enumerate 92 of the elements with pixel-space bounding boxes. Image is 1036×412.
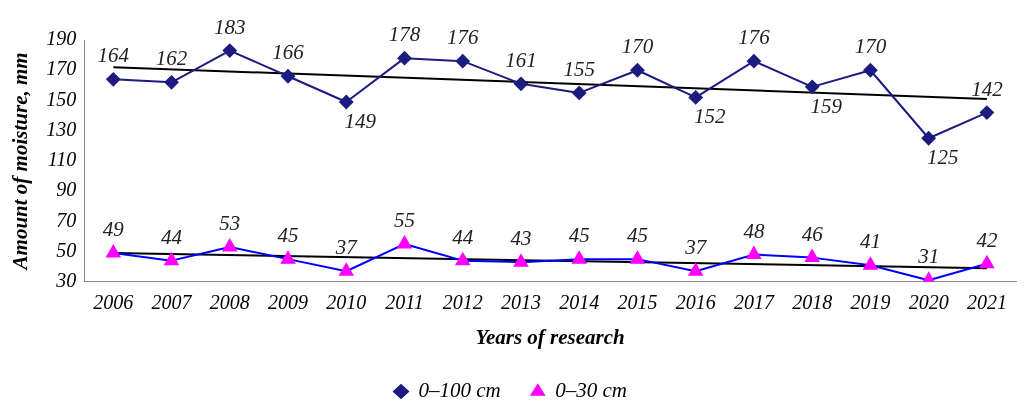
point [688, 263, 703, 276]
x-tick-label: 2015 [617, 291, 658, 314]
point [805, 79, 820, 94]
data-label: 45 [626, 223, 648, 248]
data-label: 125 [926, 145, 959, 170]
point [746, 246, 761, 260]
point [455, 252, 470, 266]
point [805, 249, 820, 263]
point [630, 251, 645, 264]
data-label: 166 [272, 40, 305, 65]
x-tick-label: 2017 [733, 291, 775, 314]
data-label: 170 [854, 34, 887, 59]
data-label: 42 [976, 227, 998, 252]
x-tick-label: 2006 [93, 291, 134, 314]
x-tick-label: 2021 [966, 291, 1007, 314]
y-tick-label: 190 [46, 27, 77, 50]
y-tick-label: 150 [46, 87, 77, 110]
x-tick-label: 2014 [559, 291, 600, 314]
point [572, 85, 587, 100]
point [513, 254, 529, 267]
point [339, 263, 354, 276]
point [397, 51, 412, 66]
data-label: 159 [810, 93, 843, 118]
data-label: 142 [971, 76, 1004, 101]
x-tick-label: 2018 [792, 291, 833, 314]
point [222, 43, 237, 58]
point [979, 105, 994, 120]
point [339, 94, 354, 109]
data-label: 31 [917, 244, 940, 269]
x-tick-label: 2016 [675, 291, 716, 314]
x-tick-label: 2013 [500, 291, 541, 314]
data-label: 43 [510, 226, 532, 251]
data-label: 176 [446, 25, 479, 50]
y-tick-label: 110 [47, 148, 77, 171]
x-tick-label: 2010 [326, 291, 367, 314]
data-label: 162 [155, 46, 188, 71]
point [863, 63, 878, 78]
data-label: 49 [102, 217, 125, 242]
point [106, 72, 121, 87]
data-label: 161 [505, 47, 537, 72]
point [397, 236, 412, 249]
legend-label: 0–30 cm [555, 378, 627, 403]
data-label: 53 [219, 211, 241, 236]
data-label: 164 [97, 43, 130, 68]
point [106, 245, 121, 258]
data-label: 149 [344, 108, 377, 133]
y-tick-label: 130 [46, 117, 77, 140]
point [164, 252, 179, 266]
y-tick-label: 50 [56, 238, 77, 261]
data-label: 44 [452, 224, 474, 249]
data-label: 155 [563, 56, 595, 81]
point [688, 90, 703, 105]
point [863, 257, 878, 270]
y-tick-label: 30 [55, 269, 77, 292]
x-axis-title: Years of research [475, 324, 625, 349]
data-label: 176 [738, 25, 771, 50]
data-label: 46 [801, 221, 824, 246]
x-tick-label: 2007 [151, 291, 193, 314]
data-label: 170 [621, 34, 654, 59]
data-label: 178 [388, 22, 421, 47]
point [630, 63, 645, 78]
point [572, 251, 587, 264]
x-tick-label: 2019 [850, 291, 891, 314]
y-axis-title: Amount of moisture, mm [8, 52, 33, 272]
point [979, 255, 994, 269]
point [281, 69, 296, 84]
x-tick-label: 2008 [209, 291, 250, 314]
point [280, 251, 296, 264]
data-label: 152 [693, 104, 726, 129]
data-label: 183 [214, 14, 246, 39]
y-tick-label: 170 [46, 57, 77, 80]
x-tick-label: 2012 [442, 291, 483, 314]
data-label: 44 [161, 224, 183, 249]
data-label: 37 [684, 235, 708, 260]
data-label: 45 [568, 223, 590, 248]
point [921, 131, 936, 146]
x-tick-label: 2011 [385, 291, 424, 314]
data-label: 55 [394, 208, 416, 233]
y-tick-label: 90 [56, 178, 77, 201]
legend-label: 0–100 cm [418, 378, 501, 403]
data-label: 48 [743, 218, 765, 243]
point [513, 76, 528, 91]
point [455, 54, 470, 69]
y-tick-label: 70 [56, 208, 77, 231]
data-label: 45 [277, 223, 299, 248]
x-tick-label: 2020 [908, 291, 949, 314]
point [164, 75, 179, 90]
point [746, 54, 761, 69]
x-tick-label: 2009 [268, 291, 309, 314]
data-label: 41 [859, 229, 881, 254]
point [222, 239, 237, 252]
data-label: 37 [334, 235, 359, 260]
